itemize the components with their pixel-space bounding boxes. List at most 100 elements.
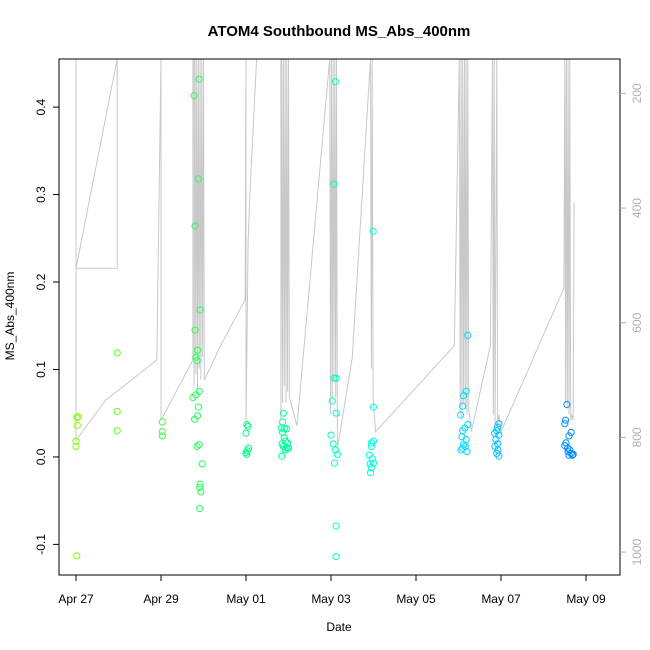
data-point [191,326,199,334]
right-tick-label: 800 [630,427,644,447]
data-point [244,422,252,430]
data-point [113,427,121,435]
data-point [495,452,503,460]
data-point [113,349,121,357]
data-point [193,346,202,354]
data-point [113,407,121,416]
data-point [73,414,81,422]
data-point [332,553,340,561]
data-point [366,460,374,468]
y-tick-label: 0.1 [34,361,48,378]
x-tick-label: May 09 [566,592,606,606]
data-point [196,504,204,513]
x-tick-label: May 07 [481,592,521,606]
y-axis-label: MS_Abs_400nm [3,272,17,361]
y-tick-label: 0.4 [34,98,48,115]
plot-frame [58,58,621,576]
data-point [195,441,203,449]
data-point [561,420,569,428]
right-tick-label: 400 [630,198,644,218]
data-point [331,78,339,86]
data-point [280,434,288,442]
data-point [74,413,82,421]
data-point [195,75,203,83]
data-point [158,418,166,426]
data-point [243,447,251,455]
data-point [367,442,375,450]
data-point [568,451,577,459]
data-point [332,374,340,382]
data-point [158,428,166,436]
data-point [330,374,338,382]
right-tick-label: 600 [630,312,644,332]
data-point [278,452,286,460]
data-point [194,175,202,183]
data-point [242,429,250,437]
data-point [196,306,204,314]
data-point [73,421,81,429]
data-point [367,439,375,447]
scatter-points [72,75,577,561]
data-point [279,418,287,426]
x-tick-label: May 03 [311,592,351,606]
x-axis-label: Date [326,620,352,634]
data-point [193,357,201,365]
x-tick-label: Apr 29 [143,592,179,606]
data-point [194,403,202,411]
data-point [327,431,335,439]
data-point [495,420,503,428]
data-point [369,459,378,467]
data-point [463,448,471,456]
data-point [565,432,573,440]
data-point [567,428,575,436]
data-point [369,227,377,235]
y-tick-label: -0.1 [34,534,48,555]
data-point [243,421,251,429]
data-point [460,392,468,400]
data-point [196,483,204,492]
x-tick-label: Apr 27 [58,592,94,606]
data-point [333,450,341,458]
data-point [565,451,573,459]
data-point [277,424,285,432]
right-tick-label: 200 [630,83,644,103]
data-point [569,450,577,458]
data-point [280,425,288,433]
data-point [562,416,570,424]
data-point [492,435,500,443]
data-point [494,423,502,431]
data-point [191,222,199,230]
data-point [158,432,166,440]
axes: Apr 27 Apr 29 May 01 May 03 May 05 May 07 May … [34,58,644,606]
data-point [191,415,199,423]
data-point [366,469,375,477]
data-point [195,387,203,395]
data-point [459,444,467,452]
data-point [329,440,337,448]
data-point [332,409,340,417]
y-tick-label: 0.0 [34,448,48,465]
data-point [284,444,293,452]
data-point [459,402,467,410]
data-point [279,409,287,417]
data-point [457,446,465,454]
data-point [328,397,336,405]
x-tick-label: May 05 [396,592,436,606]
data-point [72,437,80,445]
data-point [198,460,206,468]
data-point [332,522,340,530]
right-axis-trace [75,59,575,449]
data-point [242,449,250,457]
y-tick-label: 0.2 [34,273,48,290]
data-point [73,552,81,560]
data-point [367,463,375,471]
data-point [190,92,198,100]
data-point [563,400,571,409]
data-point [283,445,291,453]
data-point [197,488,205,496]
x-tick-label: May 01 [226,592,266,606]
data-point [564,444,572,452]
data-point [457,411,465,419]
y-tick-label: 0.3 [34,186,48,203]
